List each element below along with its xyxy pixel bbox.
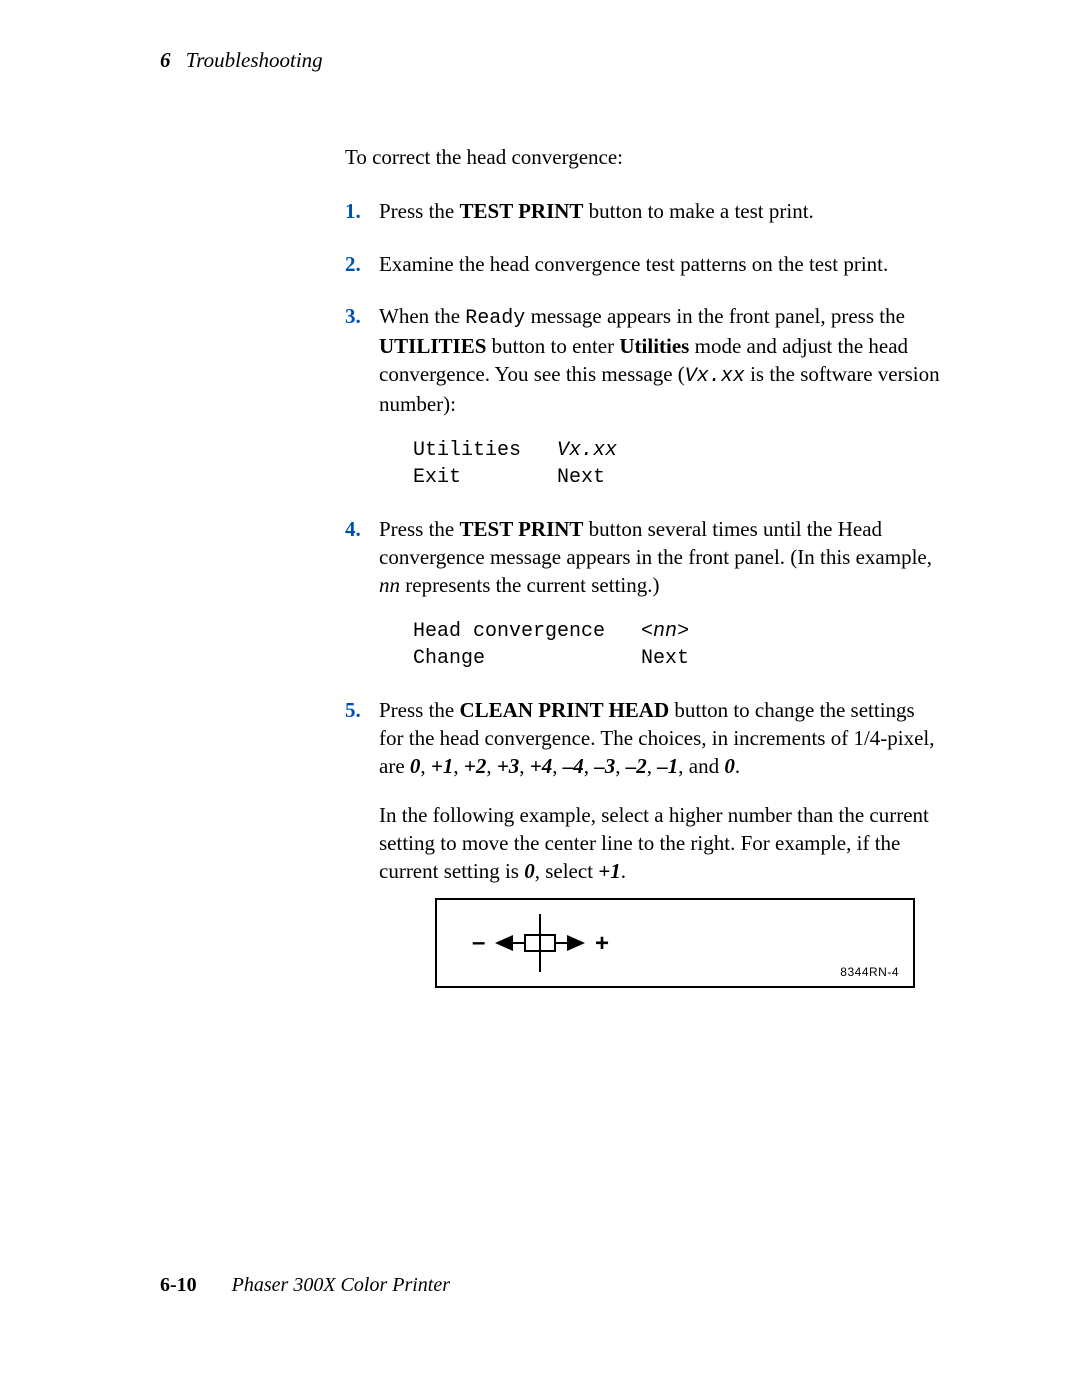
button-ref: CLEAN PRINT HEAD bbox=[460, 698, 670, 722]
lcd-line: Head convergence < bbox=[413, 620, 653, 643]
text: button to enter bbox=[486, 334, 619, 358]
intro-text: To correct the head convergence: bbox=[345, 143, 940, 171]
step-4: Press the TEST PRINT button several time… bbox=[345, 515, 940, 672]
text: message appears in the front panel, pres… bbox=[525, 304, 905, 328]
text: . bbox=[735, 754, 740, 778]
value: –2 bbox=[626, 754, 647, 778]
chapter-number: 6 bbox=[160, 48, 171, 72]
step-5: Press the CLEAN PRINT HEAD button to cha… bbox=[345, 696, 940, 988]
convergence-diagram: – + 8344RN-4 bbox=[435, 898, 915, 988]
placeholder-ref: nn bbox=[379, 573, 400, 597]
text: Press the bbox=[379, 199, 460, 223]
lcd-placeholder: nn bbox=[653, 620, 677, 643]
plus-icon: + bbox=[595, 930, 609, 957]
document-page: 6 Troubleshooting To correct the head co… bbox=[0, 0, 1080, 1397]
text: button to make a test print. bbox=[583, 199, 813, 223]
diagram-label: 8344RN-4 bbox=[840, 964, 899, 980]
minus-icon: – bbox=[472, 929, 485, 956]
chapter-title: Troubleshooting bbox=[186, 48, 323, 72]
value-list: 0, +1, +2, +3, +4, –4, –3, –2, –1 bbox=[410, 754, 678, 778]
text: Press the bbox=[379, 698, 460, 722]
text: , and bbox=[678, 754, 724, 778]
value: +1 bbox=[598, 859, 620, 883]
value: 0 bbox=[410, 754, 421, 778]
value: –1 bbox=[657, 754, 678, 778]
value: +3 bbox=[497, 754, 519, 778]
step-1: Press the TEST PRINT button to make a te… bbox=[345, 197, 940, 225]
button-ref: TEST PRINT bbox=[460, 517, 584, 541]
step-2: Examine the head convergence test patter… bbox=[345, 250, 940, 278]
message-ref: Ready bbox=[465, 307, 525, 330]
value: +4 bbox=[530, 754, 552, 778]
value: –3 bbox=[594, 754, 615, 778]
text: Examine the head convergence test patter… bbox=[379, 252, 888, 276]
step-list: Press the TEST PRINT button to make a te… bbox=[345, 197, 940, 987]
page-footer: 6-10 Phaser 300X Color Printer bbox=[160, 1274, 450, 1297]
lcd-line: Exit Next bbox=[413, 466, 605, 489]
text: , select bbox=[535, 859, 599, 883]
text: When the bbox=[379, 304, 465, 328]
button-ref: TEST PRINT bbox=[460, 199, 584, 223]
page-number: 6-10 bbox=[160, 1274, 197, 1296]
lcd-line: Change Next bbox=[413, 647, 689, 670]
lcd-placeholder: Vx.xx bbox=[557, 439, 617, 462]
lcd-display: Head convergence <nn> Change Next bbox=[413, 618, 940, 672]
value: +2 bbox=[464, 754, 486, 778]
mode-ref: Utilities bbox=[619, 334, 689, 358]
text: represents the current setting.) bbox=[400, 573, 660, 597]
running-header: 6 Troubleshooting bbox=[160, 48, 940, 73]
step-3: When the Ready message appears in the fr… bbox=[345, 302, 940, 491]
value: +1 bbox=[431, 754, 453, 778]
product-name: Phaser 300X Color Printer bbox=[232, 1274, 450, 1296]
text: Press the bbox=[379, 517, 460, 541]
value: 0 bbox=[524, 859, 535, 883]
placeholder-ref: Vx.xx bbox=[685, 365, 745, 388]
lcd-line: Utilities bbox=[413, 439, 557, 462]
lcd-display: Utilities Vx.xx Exit Next bbox=[413, 437, 940, 491]
lcd-line: > bbox=[677, 620, 689, 643]
body-content: To correct the head convergence: Press t… bbox=[345, 143, 940, 988]
value: 0 bbox=[724, 754, 735, 778]
value: –4 bbox=[563, 754, 584, 778]
text: . bbox=[621, 859, 626, 883]
step-5-para2: In the following example, select a highe… bbox=[379, 801, 940, 886]
text: In the following example, select a highe… bbox=[379, 803, 929, 884]
button-ref: UTILITIES bbox=[379, 334, 486, 358]
